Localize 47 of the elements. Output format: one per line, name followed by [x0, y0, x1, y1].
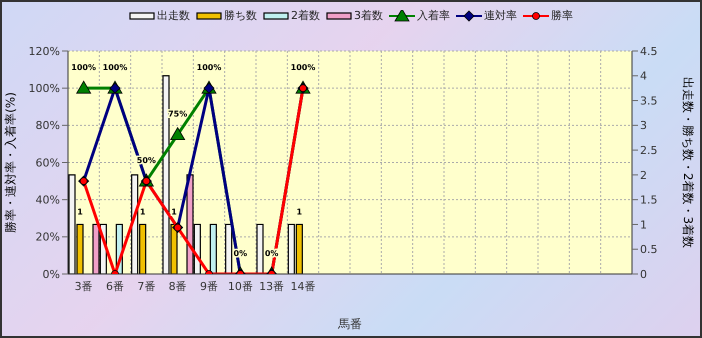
data-label: 100% [290, 63, 316, 72]
data-label: 1 [296, 207, 303, 216]
x-tick-label: 7番 [137, 280, 156, 293]
data-label: 100% [196, 63, 222, 72]
y2-tick-label: 1 [640, 218, 647, 232]
x-tick-label: 14番 [290, 280, 316, 293]
x-axis-title: 馬番 [337, 317, 362, 331]
y-tick-label: 40% [36, 194, 60, 207]
x-tick-label: 9番 [200, 280, 218, 293]
y-tick-label: 80% [36, 119, 60, 132]
y2-tick-label: 4.5 [640, 44, 658, 58]
x-tick-label: 10番 [228, 280, 253, 293]
y2-tick-label: 0 [640, 268, 647, 281]
y2-tick-label: 3 [640, 119, 647, 132]
x-tick-label: 3番 [74, 280, 93, 293]
legend-label: 3着数 [353, 8, 383, 23]
y-tick-label: 120% [28, 44, 60, 58]
bar [256, 224, 264, 274]
x-tick-label: 8番 [168, 280, 187, 293]
y2-tick-label: 2.5 [640, 144, 658, 158]
data-label: 100% [102, 63, 128, 72]
data-label: 1 [171, 207, 178, 216]
legend-label: 勝率 [550, 8, 573, 23]
y2-axis-title: 出走数・勝ち数・2着数・3着数 [680, 76, 695, 248]
legend-label: 出走数 [156, 8, 190, 23]
legend-label: 2着数 [290, 8, 320, 23]
legend-label: 連対率 [483, 8, 517, 23]
legend-label: 勝ち数 [223, 8, 257, 23]
y2-tick-label: 3.5 [640, 94, 658, 108]
data-label: 1 [77, 207, 84, 216]
legend-label: 入着率 [416, 8, 450, 23]
y-tick-label: 20% [36, 230, 60, 244]
y2-tick-label: 1.5 [640, 194, 658, 207]
x-tick-label: 13番 [259, 280, 284, 293]
point [170, 127, 186, 140]
data-label: 1 [140, 207, 146, 216]
x-tick-label: 6番 [106, 280, 124, 293]
y2-tick-label: 4 [640, 70, 647, 83]
y-tick-label: 100% [28, 82, 60, 96]
y2-tick-label: 2 [640, 168, 647, 182]
y-tick-label: 0% [42, 268, 60, 281]
y-tick-label: 60% [36, 156, 60, 170]
data-label: 100% [71, 63, 96, 72]
bar [225, 224, 232, 274]
point [76, 80, 92, 94]
y-axis-title: 勝率・連対率・入着率(%) [3, 92, 18, 233]
y2-tick-label: 0.5 [640, 243, 658, 256]
